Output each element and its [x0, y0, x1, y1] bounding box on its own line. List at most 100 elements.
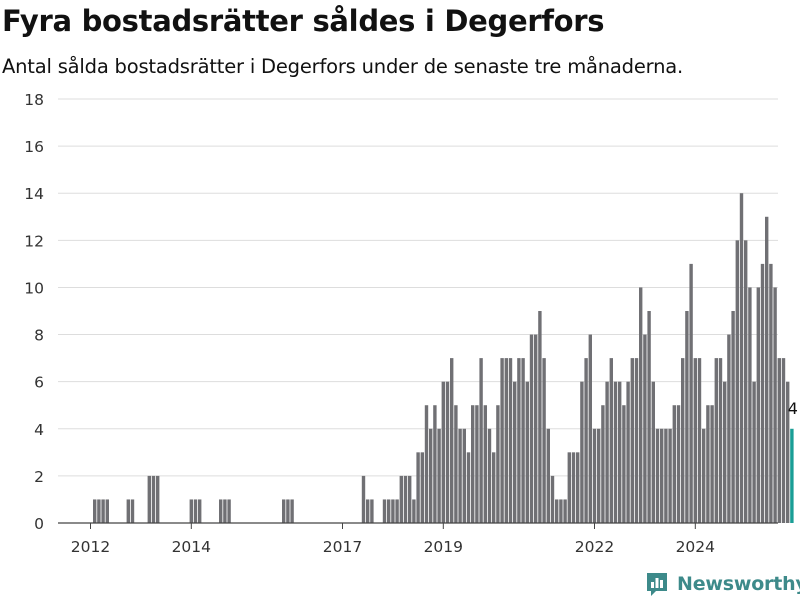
brand-name: Newsworthy — [677, 573, 800, 595]
bar — [219, 499, 223, 523]
bar — [534, 334, 538, 523]
bar — [105, 499, 109, 523]
bar — [576, 452, 580, 523]
bar — [731, 311, 735, 523]
y-axis-labels: 0 2 4 6 8 10 12 14 16 18 — [24, 91, 44, 533]
bar — [412, 499, 416, 523]
bar — [97, 499, 101, 523]
bar — [647, 311, 651, 523]
bar — [525, 381, 529, 523]
bar — [408, 475, 412, 523]
bar — [634, 358, 639, 523]
bar — [756, 287, 760, 523]
bar — [445, 381, 450, 523]
bar — [403, 475, 408, 523]
bar — [387, 499, 391, 523]
bar — [479, 358, 483, 523]
bar — [592, 428, 597, 523]
bar — [664, 428, 668, 523]
bar — [466, 452, 471, 523]
newsworthy-logo: Newsworthy — [645, 570, 800, 598]
chart-subtitle: Antal sålda bostadsrätter i Degerfors un… — [2, 55, 684, 78]
bar — [513, 381, 517, 523]
bar — [597, 428, 601, 523]
bar — [462, 428, 466, 523]
y-tick-label: 16 — [24, 138, 44, 156]
bar — [193, 499, 198, 523]
bar — [223, 499, 227, 523]
bar — [458, 428, 462, 523]
bar — [655, 428, 660, 523]
bar — [727, 334, 731, 523]
bar — [643, 334, 647, 523]
bar — [550, 475, 555, 523]
bar — [622, 405, 626, 523]
bar — [781, 358, 786, 523]
bar — [735, 240, 739, 523]
bar — [571, 452, 576, 523]
bar — [454, 405, 458, 523]
bar — [588, 334, 592, 523]
y-tick-label: 2 — [34, 468, 44, 486]
bar — [227, 499, 231, 523]
bar — [639, 287, 643, 523]
bar — [697, 358, 702, 523]
bar — [546, 428, 550, 523]
x-tick-label: 2019 — [424, 538, 463, 556]
bar — [420, 452, 424, 523]
bar — [777, 358, 781, 523]
y-tick-label: 8 — [34, 327, 44, 345]
x-tick-label: 2022 — [575, 538, 614, 556]
bar — [702, 428, 706, 523]
y-tick-label: 4 — [34, 421, 44, 439]
bar — [429, 428, 433, 523]
bar — [361, 475, 366, 523]
bar — [508, 358, 513, 523]
bar — [706, 405, 710, 523]
bar — [433, 405, 437, 523]
bar — [198, 499, 202, 523]
bar — [744, 240, 748, 523]
bar — [580, 381, 584, 523]
bar — [487, 428, 492, 523]
bar — [559, 499, 563, 523]
bar — [500, 358, 504, 523]
bar — [765, 216, 769, 523]
bar — [130, 499, 135, 523]
bar — [601, 405, 605, 523]
bar — [563, 499, 567, 523]
bar — [450, 358, 454, 523]
y-tick-label: 14 — [24, 185, 44, 203]
bar — [521, 358, 525, 523]
bar — [773, 287, 777, 523]
data-labels: 4 — [788, 399, 798, 418]
bar — [689, 263, 693, 523]
bar — [676, 405, 681, 523]
bar — [483, 405, 487, 523]
bar — [609, 358, 613, 523]
bar — [370, 499, 374, 523]
bar — [399, 475, 403, 523]
bar — [496, 405, 500, 523]
x-tick-label: 2017 — [323, 538, 362, 556]
y-tick-label: 12 — [24, 232, 44, 250]
bar — [471, 405, 475, 523]
y-tick-label: 0 — [34, 515, 44, 533]
bar — [126, 499, 130, 523]
bar — [189, 499, 193, 523]
bar — [517, 358, 521, 523]
bar — [382, 499, 387, 523]
bar — [618, 381, 622, 523]
bar — [529, 334, 534, 523]
bar — [475, 405, 479, 523]
bar — [542, 358, 546, 523]
y-tick-label: 10 — [24, 279, 44, 297]
bar — [681, 358, 685, 523]
bar — [723, 381, 727, 523]
bar — [613, 381, 618, 523]
bar — [156, 475, 160, 523]
bar — [441, 381, 445, 523]
bar — [584, 358, 588, 523]
bar — [685, 311, 689, 523]
